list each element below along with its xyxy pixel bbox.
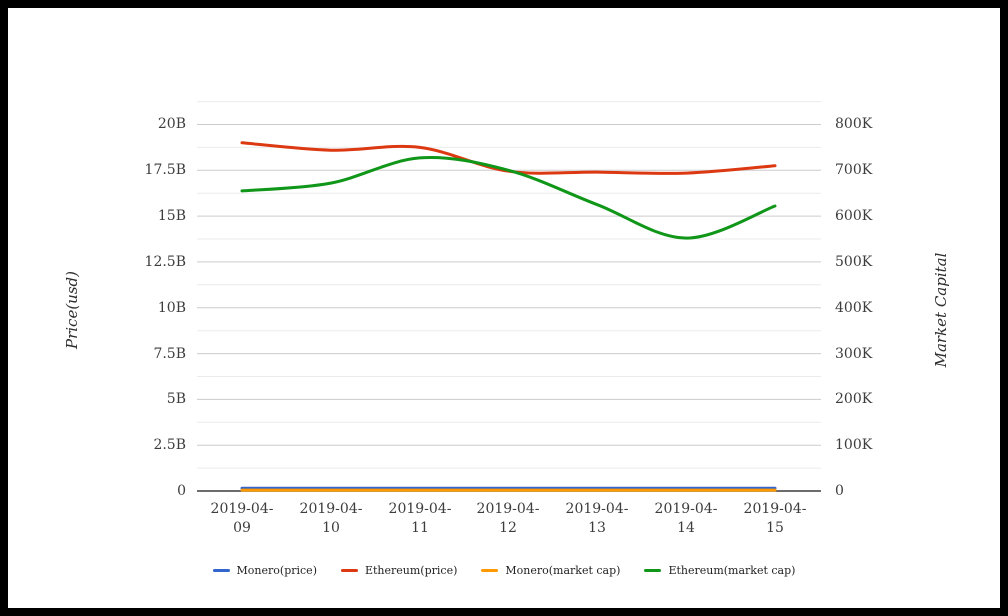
left-axis-tick: 17.5B	[144, 162, 186, 178]
legend-label: Ethereum(price)	[364, 564, 458, 577]
right-axis-tick: 300K	[835, 346, 873, 362]
series-line-3	[240, 156, 777, 240]
legend-item-monero-price[interactable]: Monero(price)	[212, 564, 317, 577]
left-axis-tick: 7.5B	[153, 346, 186, 362]
legend-line-swatch	[481, 569, 499, 572]
x-label-line2: 15	[766, 520, 784, 536]
x-label-line1: 2019-04-	[565, 501, 629, 517]
x-label-line2: 12	[499, 520, 517, 536]
left-axis-tick: 10B	[157, 300, 186, 316]
x-label-line2: 14	[677, 520, 695, 536]
right-axis-tick: 200K	[835, 391, 873, 407]
left-axis-tick: 15B	[157, 208, 186, 224]
x-label-line2: 13	[588, 520, 606, 536]
legend-line-swatch	[212, 569, 230, 572]
x-label-line1: 2019-04-	[654, 501, 718, 517]
legend-label: Monero(price)	[236, 564, 317, 577]
legend-item-ethereum-marketcap[interactable]: Ethereum(market cap)	[644, 564, 795, 577]
right-axis-tick: 800K	[835, 116, 873, 132]
x-axis-label: 2019-04- 13	[552, 500, 642, 538]
right-axis-tick: 0	[835, 483, 844, 499]
legend-item-monero-marketcap[interactable]: Monero(market cap)	[481, 564, 620, 577]
right-axis-tick: 700K	[835, 162, 873, 178]
left-axis-title: Price(usd)	[63, 270, 81, 350]
x-axis-label: 2019-04- 14	[641, 500, 731, 538]
x-label-line1: 2019-04-	[388, 501, 452, 517]
x-label-line2: 09	[233, 520, 251, 536]
legend-line-swatch	[644, 569, 662, 572]
minor-gridlines	[197, 101, 821, 469]
left-axis-tick: 20B	[157, 116, 186, 132]
right-axis-tick: 600K	[835, 208, 873, 224]
right-axis-tick: 100K	[835, 437, 873, 453]
left-axis-tick: 5B	[166, 391, 186, 407]
x-axis-label: 2019-04- 11	[375, 500, 465, 538]
x-axis-label: 2019-04- 09	[197, 500, 287, 538]
legend-line-swatch	[340, 569, 358, 572]
left-axis-tick: 12.5B	[144, 254, 186, 270]
x-axis-label: 2019-04- 15	[730, 500, 820, 538]
legend-item-ethereum-price[interactable]: Ethereum(price)	[340, 564, 458, 577]
x-label-line1: 2019-04-	[476, 501, 540, 517]
left-axis-tick: 2.5B	[153, 437, 186, 453]
x-label-line2: 11	[411, 520, 429, 536]
legend-label: Ethereum(market cap)	[668, 564, 796, 577]
x-label-line1: 2019-04-	[743, 501, 807, 517]
right-axis-tick: 400K	[835, 300, 873, 316]
x-label-line1: 2019-04-	[299, 501, 363, 517]
x-label-line1: 2019-04-	[210, 501, 274, 517]
major-gridlines	[197, 124, 821, 446]
right-axis-title: Market Capital	[932, 252, 950, 368]
legend-label: Monero(market cap)	[505, 564, 621, 577]
x-axis-label: 2019-04- 10	[286, 500, 376, 538]
chart-legend: Monero(price) Ethereum(price) Monero(mar…	[0, 564, 1008, 577]
x-label-line2: 10	[322, 520, 340, 536]
x-axis-label: 2019-04- 12	[463, 500, 553, 538]
right-axis-tick: 500K	[835, 254, 873, 270]
left-axis-tick: 0	[177, 483, 186, 499]
